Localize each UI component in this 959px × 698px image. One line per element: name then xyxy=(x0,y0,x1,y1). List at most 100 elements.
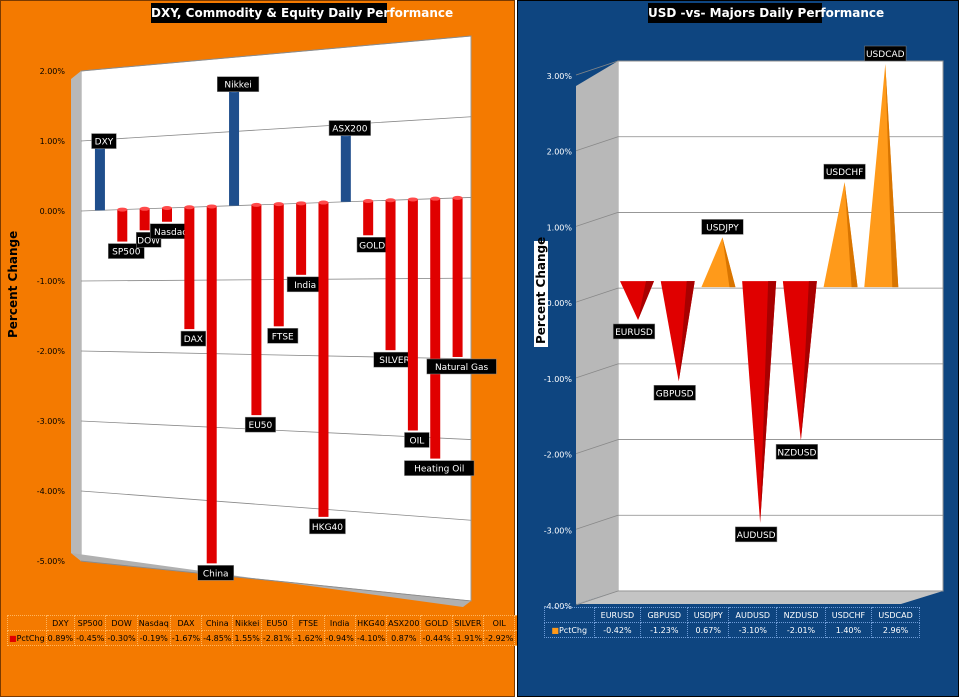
data-label-bg xyxy=(735,526,778,543)
left-gridline xyxy=(80,490,472,521)
data-label-text: USDCHF xyxy=(826,168,863,178)
table-value-cell: -1.67% xyxy=(169,630,203,646)
bar-cap xyxy=(184,205,195,210)
right-y-tick-label: -1.00% xyxy=(544,375,573,384)
data-label-bg xyxy=(267,328,299,344)
table-header-cell: HKG40 xyxy=(354,615,388,631)
data-label-text: OIL xyxy=(409,436,424,446)
row-label-text: PctChg xyxy=(558,625,588,635)
right-cone-label: USDCAD xyxy=(864,45,907,62)
right-side-gridline xyxy=(575,287,619,303)
bar-cap xyxy=(296,201,307,206)
table-header-cell: DXY xyxy=(45,615,76,631)
bar-body xyxy=(407,199,418,431)
table-value-cell: -1.62% xyxy=(292,630,325,646)
left-side-wall xyxy=(71,71,81,561)
table-header-cell: ASX200 xyxy=(386,615,422,631)
table-value-cell: -0.19% xyxy=(136,630,171,646)
right-cone xyxy=(701,237,736,288)
table-value-cell: -1.91% xyxy=(451,630,485,646)
left-bar xyxy=(318,200,329,517)
table-header-cell: GOLD xyxy=(420,615,453,631)
right-cone xyxy=(660,281,695,382)
right-cone xyxy=(742,281,777,523)
cone-shade xyxy=(638,281,654,320)
right-cone xyxy=(620,281,654,320)
bar-body xyxy=(251,204,262,416)
cone-face xyxy=(701,237,736,288)
left-bar-label: HKG40 xyxy=(309,518,346,535)
cone-shade xyxy=(844,182,858,288)
data-label-text: SP500 xyxy=(112,248,141,258)
table-value-cell: 0.67% xyxy=(687,622,730,638)
right-side-gridline xyxy=(575,212,619,227)
cone-face xyxy=(823,182,858,288)
bar-cap xyxy=(318,200,329,205)
table-row-label: ■PctChg xyxy=(544,622,595,638)
bar-body xyxy=(452,197,463,357)
table-value-cell: 0.89% xyxy=(45,630,76,646)
left-bar-label: ASX200 xyxy=(328,120,371,136)
table-value-cell: 2.96% xyxy=(871,622,920,638)
data-label-bg xyxy=(612,323,656,340)
right-side-gridline xyxy=(575,514,619,530)
right-data-table: EURUSD GBPUSD USDJPY AUDUSD NZDUSD USDCHF USDC… xyxy=(544,607,920,638)
cone-shade xyxy=(760,281,777,523)
table-header-cell: USDCHF xyxy=(824,607,873,623)
data-label-bg xyxy=(180,330,207,347)
left-bar xyxy=(296,201,307,275)
cone-shade xyxy=(722,237,736,288)
left-y-tick-label: -3.00% xyxy=(37,417,66,426)
table-header-cell: DAX xyxy=(169,615,203,631)
cone-shade xyxy=(885,64,899,288)
left-bar-label: EU50 xyxy=(244,416,276,433)
bar-cap xyxy=(251,202,262,207)
left-bar xyxy=(162,206,172,222)
left-bar xyxy=(385,198,396,351)
left-bar xyxy=(363,199,374,236)
data-label-bg xyxy=(823,163,866,180)
table-value-cell: 0.87% xyxy=(386,630,422,646)
left-y-tick-label: 0.00% xyxy=(40,207,66,216)
data-label-bg xyxy=(775,444,818,460)
table-value-cell: 1.55% xyxy=(232,630,262,646)
left-bar xyxy=(206,204,217,564)
table-value-cell: -3.10% xyxy=(728,622,778,638)
data-label-text: India xyxy=(294,281,316,291)
bar-body xyxy=(340,134,351,202)
bar-cap xyxy=(117,207,128,212)
left-chart-svg: 2.00% 1.00% 0.00% -1.00% -2.00% -3.00% -4.00% -… xyxy=(37,35,497,607)
right-y-axis-label: Percent Change xyxy=(534,237,548,347)
data-label-text: Nikkei xyxy=(224,81,251,91)
data-label-text: EU50 xyxy=(249,421,273,431)
data-label-text: EURUSD xyxy=(615,328,653,338)
data-label-text: China xyxy=(203,569,229,579)
bar-body xyxy=(94,147,105,211)
bar-body xyxy=(162,208,172,222)
data-label-bg xyxy=(653,385,696,401)
left-bar-label: Nasdaq xyxy=(149,223,193,240)
table-header-cell: OIL xyxy=(483,615,516,631)
data-label-bg xyxy=(108,243,145,259)
right-cone-label: AUDUSD xyxy=(735,526,778,543)
data-label-text: GBPUSD xyxy=(656,389,694,399)
data-label-bg xyxy=(864,45,907,62)
table-value-cell: 1.40% xyxy=(824,622,873,638)
right-cone-label: USDCHF xyxy=(823,163,866,180)
table-header-cell: USDCAD xyxy=(871,607,920,623)
left-gridline xyxy=(80,560,472,602)
bar-body xyxy=(229,90,240,206)
right-cone xyxy=(864,64,899,288)
left-y-tick-label: -2.00% xyxy=(37,347,66,356)
table-header-cell: India xyxy=(323,615,356,631)
bar-cap xyxy=(407,197,418,202)
data-label-text: NZDUSD xyxy=(777,448,816,458)
table-header-cell: China xyxy=(201,615,234,631)
left-chart-title: DXY, Commodity & Equity Daily Performanc… xyxy=(151,3,453,23)
data-label-text: Nasdaq xyxy=(154,228,188,238)
right-cone xyxy=(782,281,817,441)
bar-body xyxy=(430,198,441,459)
bar-cap xyxy=(452,195,463,200)
table-header-cell: FTSE xyxy=(292,615,325,631)
right-side-wall xyxy=(576,61,618,604)
